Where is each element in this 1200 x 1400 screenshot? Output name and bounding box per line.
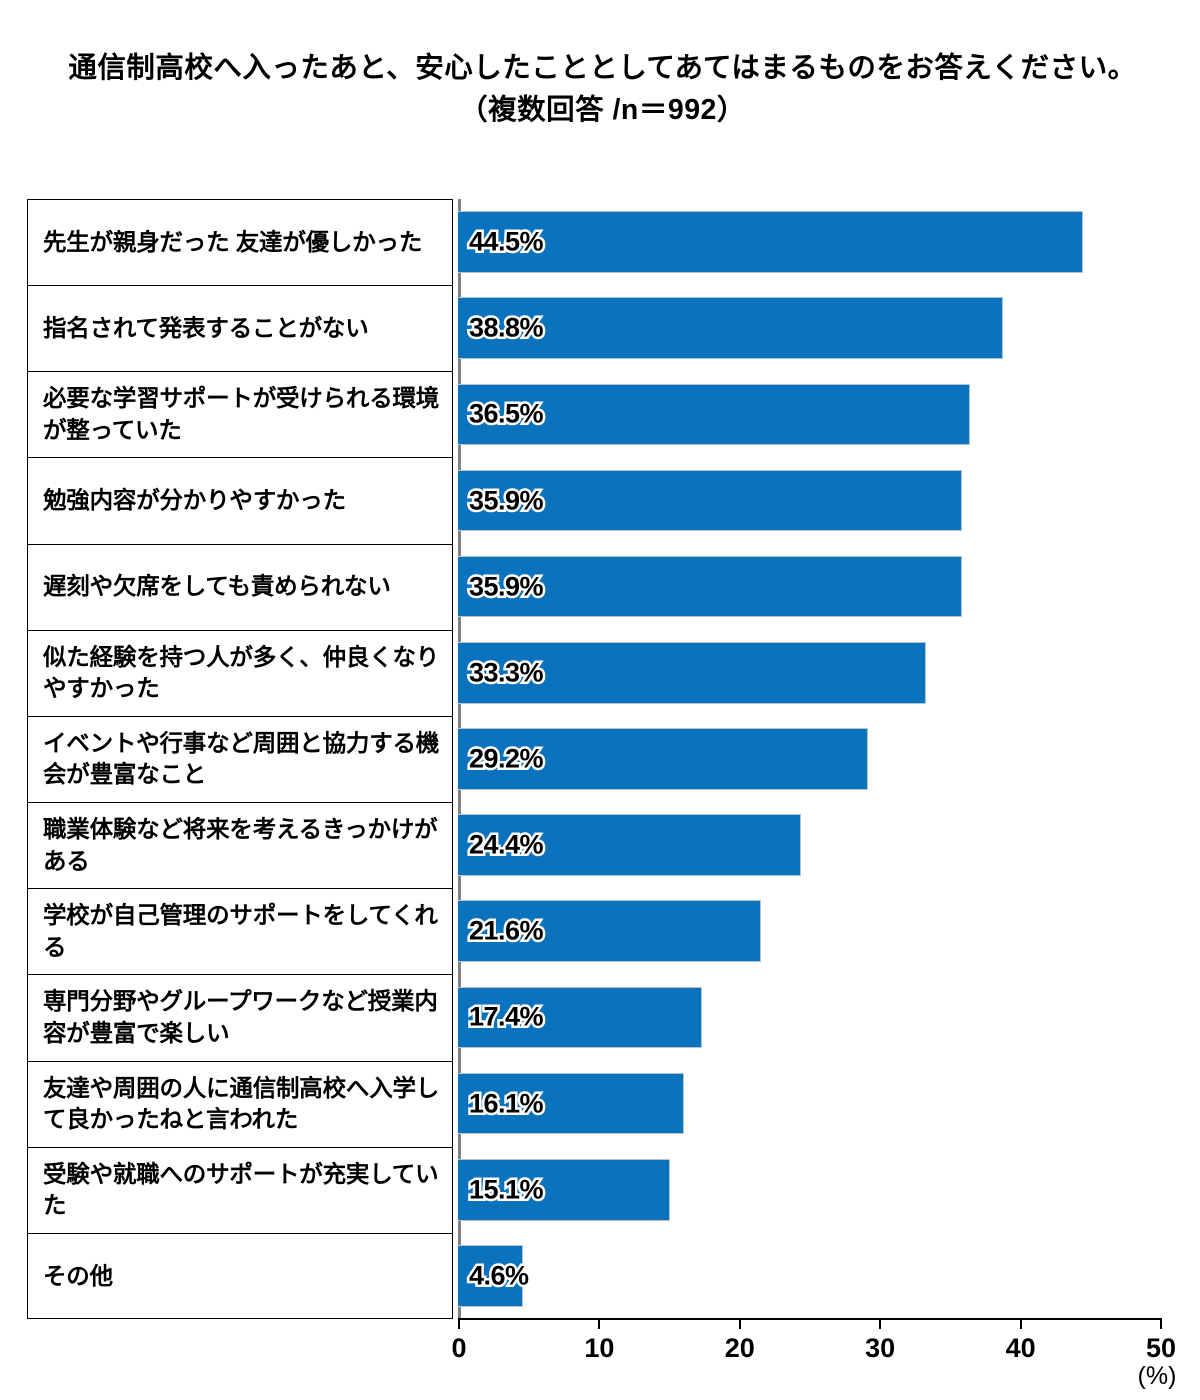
x-axis-tick: [1160, 1318, 1162, 1329]
bar-value-label: 36.5%: [466, 396, 546, 431]
bar-value-label: 15.1%: [466, 1172, 546, 1207]
bar-value-label: 17.4%: [466, 999, 546, 1034]
category-label-text: 似た経験を持つ人が多く、仲良くなりやすかった: [43, 643, 440, 702]
category-label-cell: 先生が親身だった 友達が優しかった: [28, 200, 452, 287]
x-axis-tick: [879, 1318, 882, 1329]
bar: [458, 1072, 685, 1135]
bar: [458, 383, 971, 446]
x-axis-tick-label: 10: [584, 1333, 615, 1363]
x-axis-unit-label: (%): [1137, 1362, 1177, 1390]
bar-value-label: 38.8%: [466, 310, 546, 345]
bar: [458, 469, 963, 532]
bar: [458, 728, 868, 790]
category-label-cell: その他: [28, 1234, 452, 1320]
x-axis-tick-label: 30: [865, 1333, 896, 1363]
bar-value-label: 44.5%: [466, 224, 546, 259]
bar-row: 16.1%: [458, 1061, 1160, 1147]
x-axis-tick: [1019, 1318, 1022, 1329]
category-label-cell: 専門分野やグループワークなど授業内容が豊富で楽しい: [28, 975, 452, 1062]
bar-row: 29.2%: [458, 716, 1160, 802]
bar: [458, 900, 762, 963]
category-label-cell: 職業体験など将来を考えるきっかけがある: [28, 803, 452, 890]
category-label-text: 指名されて発表することがない: [43, 314, 369, 341]
category-label-cell: 指名されて発表することがない: [28, 286, 452, 373]
category-label-text: 専門分野やグループワークなど授業内容が豊富で楽しい: [43, 988, 438, 1046]
bars-panel: 44.5% 38.8% 36.5% 35.9% 35.9% 33.3% 29.2% 24.4%…: [458, 199, 1160, 1319]
category-label-text: イベントや行事など周囲と協力する機会が豊富なこと: [43, 730, 440, 788]
category-label-cell: 遅刻や欠席をしても責められない: [28, 545, 452, 631]
bar-row: 35.9%: [458, 544, 1160, 630]
x-axis-tick-label: 40: [1005, 1333, 1036, 1363]
bar-row: 38.8%: [458, 285, 1160, 371]
bar-row: 17.4%: [458, 974, 1160, 1060]
category-label-cell: 学校が自己管理のサポートをしてくれる: [28, 889, 452, 976]
category-label-cell: 必要な学習サポートが受けられる環境が整っていた: [28, 372, 452, 459]
bar-value-label: 4.6%: [467, 1258, 532, 1293]
plot-area: 先生が親身だった 友達が優しかった 指名されて発表することがない必要な学習サポート…: [27, 199, 1160, 1319]
bar-value-label: 21.6%: [466, 913, 546, 948]
x-axis-tick-label: 50: [1145, 1333, 1177, 1363]
bar-value-label: 16.1%: [466, 1086, 546, 1121]
category-label-cell: 受験や就職へのサポートが充実していた: [28, 1148, 452, 1234]
category-label-text: 遅刻や欠席をしても責められない: [43, 573, 391, 600]
category-label-cell: 似た経験を持つ人が多く、仲良くなりやすかった: [28, 631, 452, 717]
bar-value-label: 29.2%: [466, 741, 546, 776]
bar-row: 4.6%: [458, 1233, 1160, 1319]
x-axis-tick: [598, 1318, 601, 1329]
category-label-text: 勉強内容が分かりやすかった: [43, 487, 346, 514]
category-label-text: 必要な学習サポートが受けられる環境が整っていた: [43, 385, 440, 443]
bar: [458, 297, 1003, 359]
x-axis-tick-label: 20: [724, 1333, 755, 1363]
bar-row: 33.3%: [458, 630, 1160, 716]
category-label-text: 友達や周囲の人に通信制高校へ入学して良かったねと言われた: [43, 1074, 440, 1133]
x-axis-line: [458, 1318, 1161, 1320]
x-axis-tick: [458, 1318, 460, 1329]
page-title: 通信制高校へ入ったあと、安心したこととしてあてはまるものをお答えください。（複数…: [68, 52, 1137, 126]
bar-row: 21.6%: [458, 888, 1160, 974]
category-label-cell: イベントや行事など周囲と協力する機会が豊富なこと: [28, 717, 452, 804]
bar-value-label: 35.9%: [466, 569, 546, 604]
bar: [458, 642, 926, 704]
category-label-cell: 友達や周囲の人に通信制高校へ入学して良かったねと言われた: [28, 1062, 452, 1148]
bar-value-label: 24.4%: [466, 827, 546, 862]
category-label-text: 先生が親身だった 友達が優しかった: [43, 228, 423, 255]
bar-row: 24.4%: [458, 802, 1160, 888]
bar: [458, 555, 963, 618]
x-axis-tick: [738, 1318, 741, 1329]
bar-row: 35.9%: [458, 457, 1160, 543]
bar-value-label: 33.3%: [466, 655, 546, 690]
category-label-text: 学校が自己管理のサポートをしてくれる: [43, 902, 438, 960]
bar: [458, 211, 1083, 273]
bar-row: 44.5%: [458, 199, 1160, 285]
bar: [458, 1158, 670, 1221]
bar: [458, 814, 801, 876]
category-label-text: その他: [43, 1263, 113, 1290]
category-label-text: 職業体験など将来を考えるきっかけがある: [43, 816, 438, 874]
bar: [458, 986, 703, 1049]
bar-value-label: 35.9%: [466, 483, 546, 518]
bar-row: 36.5%: [458, 371, 1160, 457]
x-axis-tick-label: 0: [451, 1333, 467, 1363]
category-label-text: 受験や就職へのサポートが充実していた: [43, 1160, 439, 1219]
category-label-cell: 勉強内容が分かりやすかった: [28, 458, 452, 545]
category-label-table: 先生が親身だった 友達が優しかった 指名されて発表することがない必要な学習サポート…: [27, 199, 453, 1319]
bar-row: 15.1%: [458, 1147, 1160, 1233]
bar: [458, 1245, 523, 1307]
